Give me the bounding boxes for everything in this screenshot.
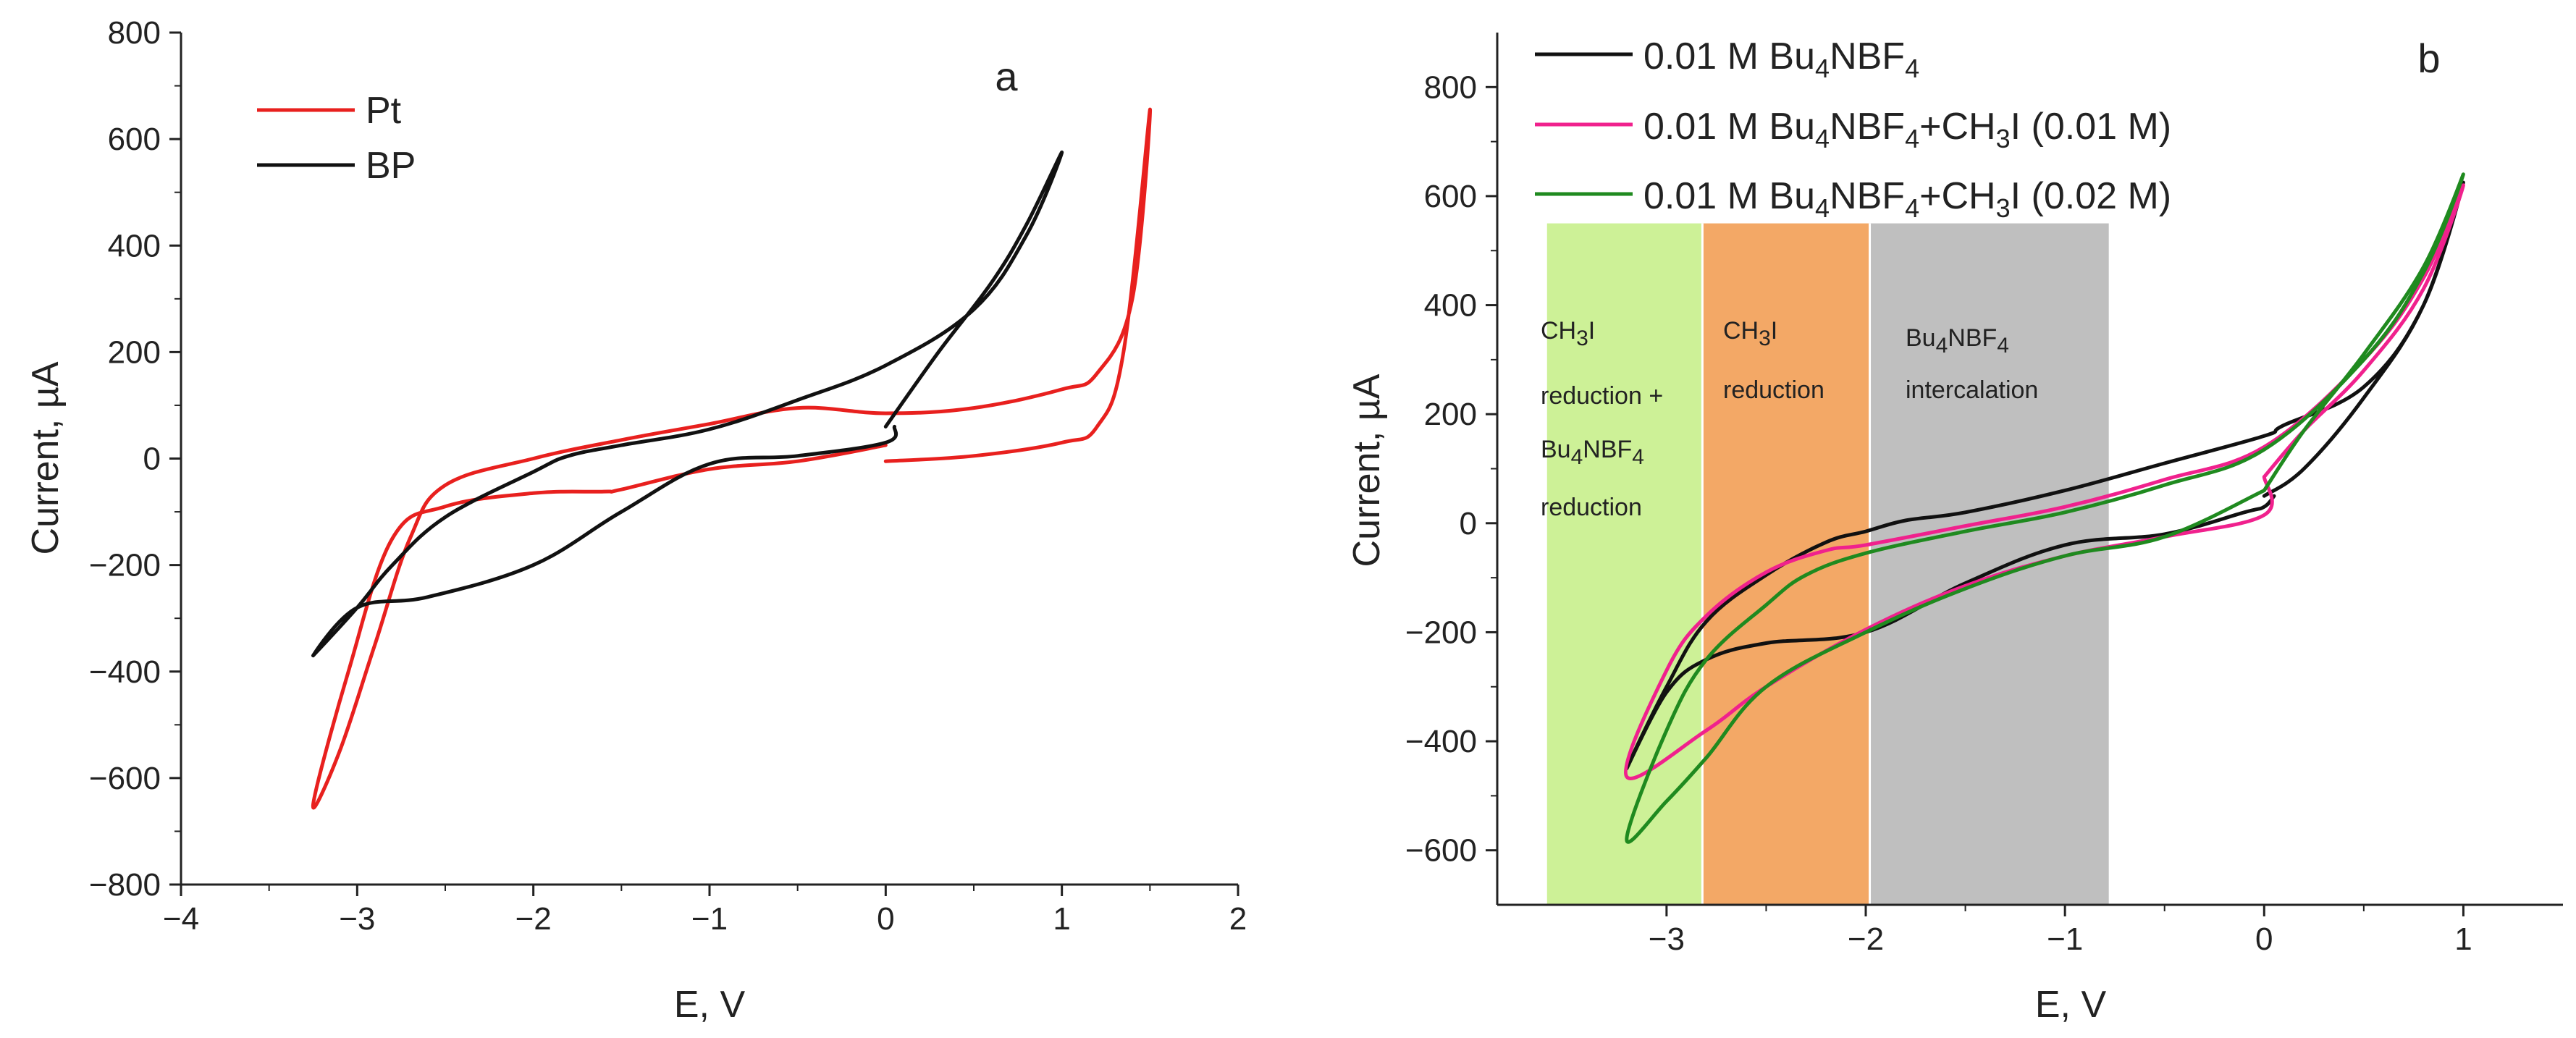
legend-s1-sub1: 4 (1815, 54, 1830, 83)
panel-a-ticks: −4 −3 −2 −1 0 1 2 −800 −600 −400 −200 0 200 400 600 800 (89, 15, 1247, 937)
y-tick-label: 200 (1424, 397, 1477, 432)
legend-s2-c: +CH (1919, 106, 1995, 148)
x-tick-label: −2 (1848, 921, 1884, 957)
panel-a-legend: Pt BP (257, 90, 416, 187)
legend-s2-b: NBF (1830, 106, 1905, 148)
series-line-2 (311, 150, 1064, 658)
y-tick-label: −800 (89, 867, 161, 903)
panel-b-y-label: Current, µA (1346, 374, 1388, 567)
y-tick-label: 800 (1424, 69, 1477, 105)
panel-b-x-label: E, V (2035, 984, 2107, 1026)
y-tick-label: 600 (1424, 179, 1477, 214)
legend-s3-sub2: 4 (1905, 193, 1919, 223)
x-tick-label: −3 (1649, 921, 1685, 957)
y-tick-label: −400 (89, 654, 161, 690)
series-line-3 (1625, 172, 2465, 844)
region-1-line-1-a: CH (1541, 317, 1576, 345)
region-2-line-1: CH3I (1723, 317, 1777, 350)
legend-s3-sub1: 4 (1815, 193, 1830, 223)
region-1-line-1-sub: 3 (1576, 326, 1588, 350)
y-tick-label: −600 (89, 761, 161, 796)
y-tick-label: 0 (143, 442, 161, 477)
x-tick-label: −1 (2047, 921, 2083, 957)
y-tick-label: 400 (108, 228, 161, 263)
region-2-line-1-sub: 3 (1759, 326, 1771, 350)
legend-s3-a: 0.01 M Bu (1643, 175, 1815, 217)
y-tick-label: −400 (1405, 724, 1477, 759)
legend-s2-d: I (0.01 M) (2011, 106, 2172, 148)
panel-b-ticks: −3 −2 −1 0 1 −600 −400 −200 0 200 400 600 800 (1405, 69, 2472, 957)
region-1-line-3-b: NBF (1583, 436, 1632, 463)
x-tick-label: 0 (877, 901, 894, 937)
panel-b: CH3I reduction + Bu4NBF4 reduction CH3I … (1346, 33, 2563, 1026)
legend-s1-label: 0.01 M Bu4NBF4 (1643, 35, 1919, 83)
legend-s1-a: 0.01 M Bu (1643, 35, 1815, 77)
y-tick-label: 800 (108, 15, 161, 51)
legend-s1-sub2: 4 (1905, 54, 1919, 83)
region-3-line-1-sub2: 4 (1997, 334, 2009, 358)
panel-a: −4 −3 −2 −1 0 1 2 −800 −600 −400 −200 0 200 400 600 800… (25, 15, 1247, 1026)
panel-b-tag: b (2417, 35, 2440, 81)
panel-a-x-label: E, V (674, 984, 746, 1026)
region-band-3 (1869, 223, 2109, 905)
region-3-line-1-a: Bu (1906, 324, 1936, 352)
region-1-line-3-sub1: 4 (1571, 445, 1583, 469)
legend-s2-sub1: 4 (1815, 124, 1830, 153)
x-tick-label: 1 (2454, 921, 2472, 957)
region-3-line-2: intercalation (1906, 376, 2038, 404)
panel-b-legend: 0.01 M Bu4NBF4 0.01 M Bu4NBF4+CH3I (0.01… (1535, 35, 2171, 223)
x-tick-label: 1 (1053, 901, 1070, 937)
y-tick-label: 0 (1460, 506, 1477, 541)
y-tick-label: −200 (1405, 615, 1477, 650)
region-1-line-4: reduction (1541, 494, 1642, 521)
y-tick-label: −200 (89, 548, 161, 583)
region-1-line-1-b: I (1588, 317, 1595, 345)
region-1-line-3-a: Bu (1541, 436, 1571, 463)
legend-s3-b: NBF (1830, 175, 1905, 217)
legend-s2-label: 0.01 M Bu4NBF4+CH3I (0.01 M) (1643, 106, 2171, 153)
y-tick-label: 400 (1424, 288, 1477, 324)
legend-s1-b: NBF (1830, 35, 1905, 77)
region-2-line-1-a: CH (1723, 317, 1759, 345)
region-3-line-1: Bu4NBF4 (1906, 324, 2009, 358)
x-tick-label: 0 (2255, 921, 2273, 957)
region-1-line-1: CH3I (1541, 317, 1595, 350)
panel-a-series (311, 107, 1153, 810)
y-tick-label: 600 (108, 122, 161, 157)
region-2-line-2: reduction (1723, 376, 1824, 404)
legend-pt-label: Pt (366, 90, 402, 132)
region-3-line-1-sub1: 4 (1936, 334, 1948, 358)
x-tick-label: −4 (163, 901, 199, 937)
legend-s2-sub2: 4 (1905, 124, 1919, 153)
x-tick-label: −3 (339, 901, 375, 937)
x-tick-label: 2 (1229, 901, 1247, 937)
legend-s3-c: +CH (1919, 175, 1995, 217)
x-tick-label: −1 (691, 901, 728, 937)
region-1-line-2: reduction + (1541, 382, 1663, 410)
region-2-line-1-b: I (1771, 317, 1777, 345)
legend-s3-d: I (0.02 M) (2011, 175, 2172, 217)
region-1-line-3-sub2: 4 (1632, 445, 1644, 469)
legend-bp-label: BP (366, 145, 416, 187)
legend-s2-sub3: 3 (1996, 124, 2011, 153)
series-line-2 (1623, 183, 2465, 780)
region-1-line-3: Bu4NBF4 (1541, 436, 1644, 469)
panel-b-series (1623, 172, 2465, 844)
y-tick-label: 200 (108, 334, 161, 370)
panel-a-y-label: Current, µA (25, 361, 67, 554)
legend-s2-a: 0.01 M Bu (1643, 106, 1815, 148)
y-tick-label: −600 (1405, 833, 1477, 869)
legend-s3-sub3: 3 (1996, 193, 2011, 223)
series-line-1 (311, 107, 1153, 810)
legend-s3-label: 0.01 M Bu4NBF4+CH3I (0.02 M) (1643, 175, 2171, 223)
x-tick-label: −2 (515, 901, 552, 937)
region-3-line-1-b: NBF (1948, 324, 1997, 352)
panel-a-tag: a (995, 54, 1018, 99)
